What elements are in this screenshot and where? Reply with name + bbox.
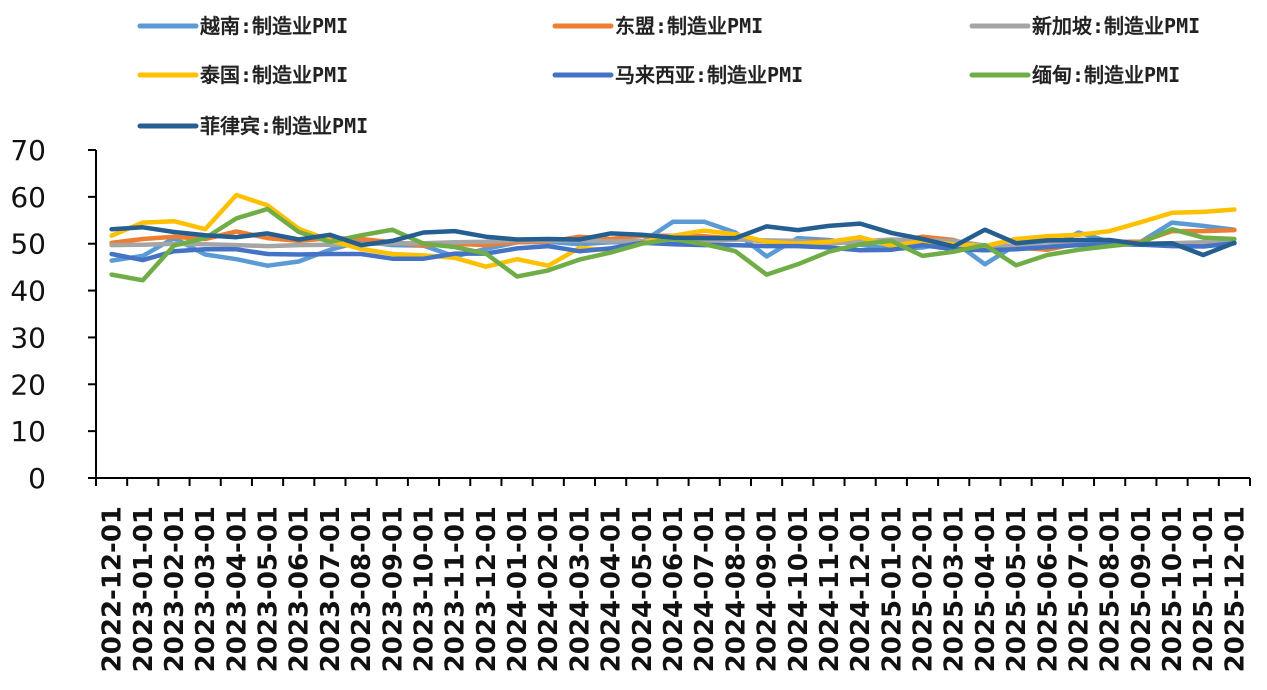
x-tick-label: 2023-07-01 [316,506,346,672]
x-tick-label: 2024-07-01 [690,506,720,672]
x-tick-label: 2025-10-01 [1158,506,1188,672]
x-tick-label: 2024-09-01 [753,506,783,672]
x-tick-label: 2023-08-01 [347,506,377,672]
x-tick-label: 2025-01-01 [877,506,907,672]
legend-item: 菲律宾:制造业PMI [137,114,368,138]
x-tick-label: 2023-11-01 [441,506,471,672]
y-axis: 0 10 20 30 40 50 60 70 [10,134,97,495]
x-tick-label: 2025-04-01 [971,506,1001,672]
x-tick-label: 2024-10-01 [784,506,814,672]
x-tick-label: 2022-12-01 [98,506,128,672]
x-tick-label: 2023-06-01 [285,506,315,672]
y-tick-label: 40 [10,275,46,308]
legend-item: 东盟:制造业PMI [552,14,763,38]
x-tick-label: 2025-09-01 [1127,506,1157,672]
x-tick-label: 2024-01-01 [503,506,533,672]
x-tick-label: 2024-11-01 [815,506,845,672]
x-tick-label: 2025-05-01 [1002,506,1032,672]
legend-label: 泰国:制造业PMI [199,63,348,87]
series-line-6 [109,221,1237,258]
x-tick-label: 2024-04-01 [597,506,627,672]
x-tick-label: 2024-05-01 [628,506,658,672]
x-tick-label: 2024-03-01 [565,506,595,672]
x-tick-label: 2023-02-01 [160,506,190,672]
legend-item: 新加坡:制造业PMI [969,14,1200,38]
x-tick-label: 2025-07-01 [1064,506,1094,672]
legend-item: 马来西亚:制造业PMI [552,63,803,87]
x-axis: 2022-12-01 2023-01-01 2023-02-01 2023-03-01… [95,477,1251,672]
x-tick-label: 2025-11-01 [1189,506,1219,672]
chart-legend: 越南:制造业PMI 东盟:制造业PMI 新加坡:制造业PMI 泰国:制造业PMI 马来西… [137,14,1200,138]
y-tick-label: 30 [10,321,46,354]
x-tick-label: 2023-09-01 [378,506,408,672]
y-tick-label: 20 [10,368,46,401]
x-tick-label: 2024-02-01 [534,506,564,672]
x-tick-label: 2025-03-01 [940,506,970,672]
legend-item: 缅甸:制造业PMI [969,63,1180,87]
legend-item: 泰国:制造业PMI [137,63,348,87]
legend-label: 缅甸:制造业PMI [1032,63,1180,87]
legend-item: 越南:制造业PMI [137,14,348,38]
x-tick-label: 2025-06-01 [1033,506,1063,672]
x-tick-label: 2024-08-01 [721,506,751,672]
x-tick-label: 2024-06-01 [659,506,689,672]
x-tick-label: 2023-10-01 [409,506,439,672]
x-tick-label: 2023-04-01 [222,506,252,672]
legend-label: 菲律宾:制造业PMI [200,114,368,138]
legend-label: 东盟:制造业PMI [615,14,763,38]
legend-label: 马来西亚:制造业PMI [615,63,803,87]
series-line-4 [109,240,1237,263]
x-tick-label: 2023-01-01 [129,506,159,672]
series-layer [109,192,1237,283]
x-tick-label: 2025-02-01 [909,506,939,672]
legend-label: 越南:制造业PMI [199,14,348,38]
x-tick-label: 2025-08-01 [1096,506,1126,672]
x-tick-label: 2023-12-01 [472,506,502,672]
y-tick-label: 60 [10,181,46,214]
legend-label: 新加坡:制造业PMI [1032,14,1200,38]
x-tick-label: 2023-05-01 [254,506,284,672]
y-tick-label: 70 [10,134,46,167]
x-tick-label: 2025-12-01 [1220,506,1250,672]
y-tick-label: 10 [10,415,46,448]
y-tick-label: 50 [10,228,46,261]
y-tick-label: 0 [28,462,46,495]
x-tick-label: 2024-12-01 [846,506,876,672]
x-tick-label: 2023-03-01 [191,506,221,672]
